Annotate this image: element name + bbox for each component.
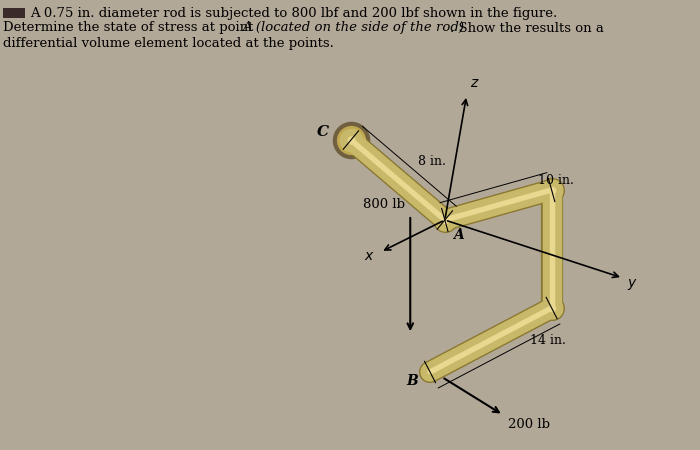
Text: y: y [628,276,636,290]
Text: 200 lb: 200 lb [508,418,550,431]
Text: C: C [317,125,329,139]
Text: 800 lb: 800 lb [363,198,405,211]
Text: differential volume element located at the points.: differential volume element located at t… [3,36,334,50]
Text: 10 in.: 10 in. [538,174,574,187]
Text: 14 in.: 14 in. [531,333,566,346]
Text: x: x [365,249,372,263]
Bar [3,8,25,18]
Text: A (located on the side of the rod): A (located on the side of the rod) [242,22,464,35]
Text: . Show the results on a: . Show the results on a [450,22,604,35]
Text: z: z [470,76,477,90]
Text: Determine the state of stress at point: Determine the state of stress at point [3,22,258,35]
Text: 8 in.: 8 in. [418,155,445,168]
Text: A 0.75 in. diameter rod is subjected to 800 lbf and 200 lbf shown in the figure.: A 0.75 in. diameter rod is subjected to … [29,6,557,19]
Text: A: A [453,228,463,242]
Text: B: B [407,374,418,388]
